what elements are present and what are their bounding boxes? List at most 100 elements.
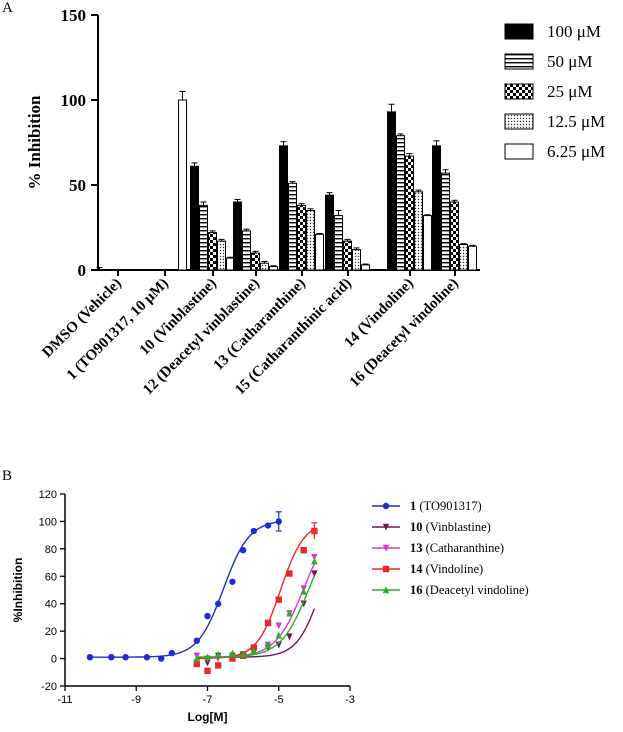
y-axis-title: %Inhibition — [11, 558, 25, 623]
bar — [208, 232, 217, 271]
data-point — [229, 655, 236, 662]
bar — [242, 230, 251, 271]
bar — [297, 204, 306, 271]
data-point — [214, 650, 222, 658]
bar — [361, 264, 370, 271]
panel-a-label: A — [2, 0, 13, 16]
legend-swatch — [504, 83, 534, 100]
x-tick-label: -3 — [345, 694, 355, 706]
legend-label: 13 (Catharanthine) — [410, 541, 504, 555]
data-point — [157, 655, 165, 662]
legend-label: 6.25 μM — [547, 142, 605, 161]
legend-label: 12.5 μM — [547, 112, 605, 131]
data-point — [250, 527, 258, 535]
legend-label: 100 μM — [547, 22, 601, 41]
bar — [288, 182, 297, 271]
data-point — [239, 547, 247, 554]
data-point — [193, 637, 201, 644]
data-point — [275, 631, 282, 639]
y-tick-label: 20 — [45, 626, 57, 638]
legend-swatch — [504, 53, 534, 70]
bar — [279, 145, 288, 271]
data-point — [193, 654, 201, 662]
bar — [334, 215, 343, 271]
legend-swatch — [504, 23, 534, 40]
data-point — [250, 646, 258, 654]
x-tick-label: -11 — [57, 694, 72, 706]
fit-curve — [89, 521, 279, 658]
bar — [414, 191, 423, 271]
data-point — [311, 570, 318, 578]
bar — [306, 210, 315, 271]
data-point — [311, 553, 318, 561]
legend-marker — [382, 565, 390, 573]
bar — [396, 135, 405, 271]
data-point — [193, 660, 201, 668]
x-tick-label: -5 — [274, 694, 284, 706]
y-tick-label: 120 — [39, 489, 57, 501]
data-point — [108, 654, 115, 661]
y-tick-label: 80 — [45, 544, 57, 556]
bar — [405, 155, 414, 271]
legend-marker — [382, 523, 390, 531]
bar — [217, 240, 226, 271]
legend-marker — [382, 502, 390, 510]
data-point — [143, 654, 151, 661]
y-tick-label: -20 — [41, 681, 57, 693]
y-tick-label: 100 — [61, 91, 87, 110]
bar — [315, 233, 324, 271]
bar — [450, 201, 459, 271]
legend-label: 1 (TO901317) — [410, 499, 482, 513]
data-point — [229, 649, 236, 657]
data-point — [264, 619, 272, 627]
data-point — [204, 653, 211, 661]
data-point — [264, 522, 272, 529]
data-point — [264, 641, 272, 649]
bar — [260, 262, 269, 271]
data-point — [286, 570, 293, 577]
data-point — [239, 650, 247, 658]
bar — [423, 215, 432, 271]
legend-label: 16 (Deacetyl vindoline) — [410, 583, 529, 597]
data-point — [214, 662, 222, 669]
bar — [325, 194, 334, 271]
data-point — [275, 622, 282, 630]
panel-b-chart: -20 0 20 40 60 80 100 120 -11 -9 -7 -5 -3 Log[M] %Inhi… — [11, 489, 529, 724]
data-point — [286, 633, 293, 641]
data-point — [122, 654, 129, 661]
bar — [233, 201, 242, 271]
bar — [459, 244, 468, 271]
data-point — [300, 587, 307, 595]
data-point — [311, 557, 318, 565]
x-axis-title: Log[M] — [188, 710, 228, 724]
data-point — [168, 649, 176, 657]
panel-b-label: B — [2, 468, 13, 484]
bar — [441, 172, 450, 271]
bar — [178, 99, 187, 271]
data-point — [300, 547, 307, 554]
legend-swatch — [504, 113, 534, 130]
data-point — [214, 600, 222, 607]
bar — [199, 204, 208, 271]
data-point — [275, 596, 282, 603]
y-tick-label: 60 — [45, 571, 57, 583]
y-axis-title: % Inhibition — [25, 95, 44, 190]
y-tick-label: 100 — [39, 516, 57, 528]
data-point — [286, 609, 293, 617]
y-tick-label: 0 — [51, 654, 57, 666]
bar — [190, 165, 199, 271]
y-tick-label: 150 — [61, 6, 87, 25]
data-point — [86, 654, 94, 661]
bar — [432, 145, 441, 271]
data-point — [204, 667, 211, 675]
legend-swatch — [504, 143, 534, 160]
legend-label: 10 (Vinblastine) — [410, 520, 491, 534]
bar — [269, 266, 278, 271]
y-tick-label: 50 — [69, 176, 86, 195]
x-tick-label: DMSO (Vehicle) — [39, 276, 124, 361]
data-point — [204, 612, 211, 620]
bar — [343, 240, 352, 271]
legend-label: 25 μM — [547, 82, 592, 101]
